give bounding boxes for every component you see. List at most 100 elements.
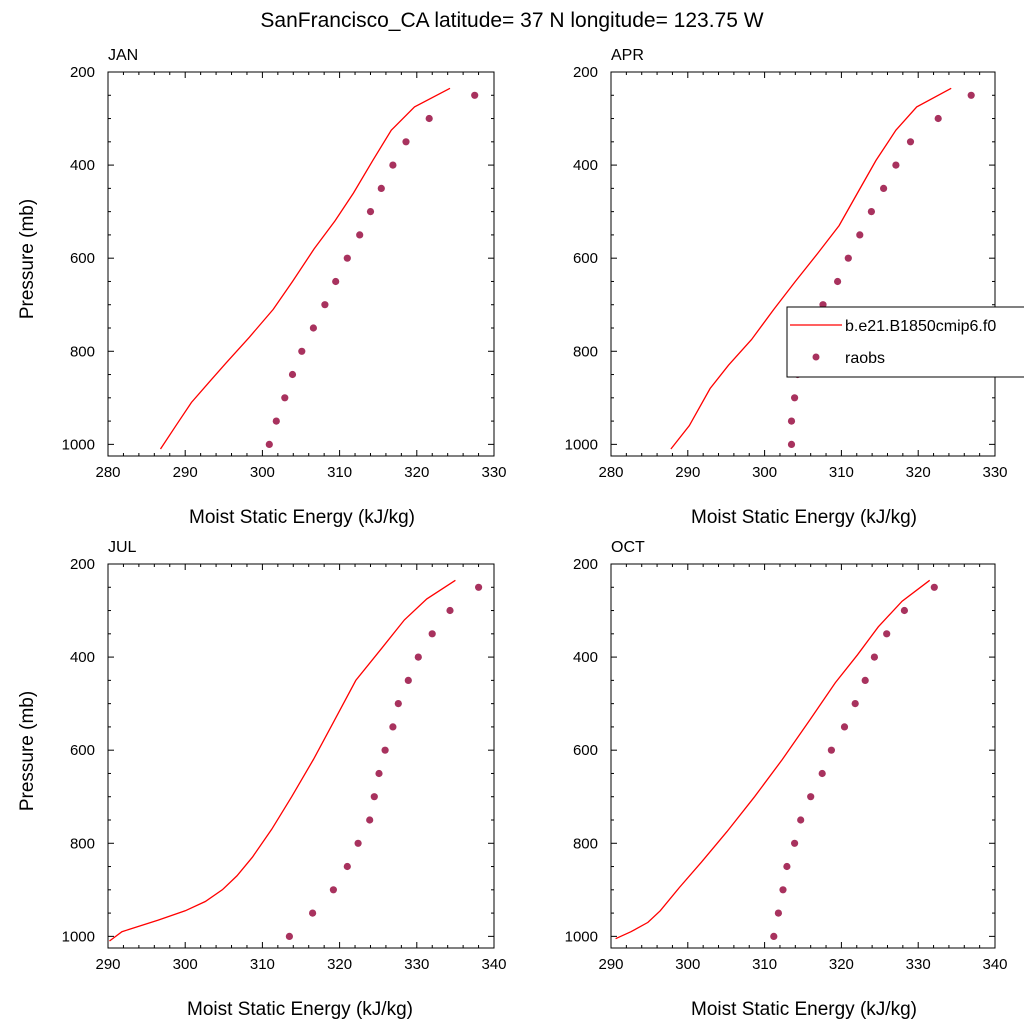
raobs-point	[309, 909, 317, 917]
x-tick-label: 290	[675, 464, 700, 481]
model-profile-line	[670, 87, 952, 450]
raobs-point	[883, 630, 891, 638]
raobs-point	[389, 161, 397, 169]
model-profile-line	[109, 579, 456, 942]
raobs-point	[370, 793, 378, 801]
raobs-point	[288, 370, 297, 379]
raobs-point	[471, 91, 479, 99]
raobs-point	[366, 208, 375, 216]
panel-jul: JUL Pressure (mb) Moist Static Energy (k…	[17, 539, 507, 1020]
x-tick-label: 300	[173, 956, 198, 973]
model-profile-line	[615, 579, 931, 940]
plot-frame	[107, 71, 495, 457]
panel-apr: APR Moist Static Energy (kJ/kg) 280 290 30…	[565, 47, 1024, 528]
raobs-point	[402, 138, 410, 146]
y-tick-label: 1000	[62, 436, 95, 453]
y-tick-label: 400	[573, 649, 598, 666]
raobs-point	[791, 839, 799, 847]
raobs-point	[892, 161, 900, 169]
raobs-point	[880, 184, 888, 192]
x-tick-label: 310	[829, 464, 854, 481]
x-tick-label: 300	[752, 464, 777, 481]
y-tick-label: 800	[70, 835, 95, 852]
legend-model-label: b.e21.B1850cmip6.f0	[845, 318, 996, 335]
raobs-point	[375, 769, 383, 778]
x-tick-label: 310	[250, 956, 275, 973]
raobs-point	[834, 277, 842, 286]
raobs-point	[870, 653, 879, 661]
raobs-point	[867, 208, 876, 216]
raobs-point	[844, 254, 852, 262]
panel-oct: OCT Moist Static Energy (kJ/kg) 290 300 31…	[565, 539, 1008, 1020]
raobs-point	[404, 676, 412, 685]
panel-jan: JAN Pressure (mb) Moist Static Energy (k…	[17, 47, 507, 528]
x-tick-label: 290	[598, 956, 623, 973]
x-tick-label: 320	[906, 464, 931, 481]
y-tick-label: 1000	[565, 436, 598, 453]
x-tick-label: 330	[982, 464, 1007, 481]
raobs-point	[475, 583, 483, 591]
raobs-point	[797, 816, 805, 824]
raobs-point	[332, 277, 340, 286]
y-tick-label: 400	[70, 157, 95, 174]
raobs-point	[425, 114, 433, 123]
raobs-point	[770, 932, 778, 941]
panel-label: APR	[611, 47, 644, 64]
raobs-point	[930, 583, 938, 591]
raobs-point	[851, 700, 859, 708]
x-tick-label: 340	[481, 956, 506, 973]
raobs-point	[779, 886, 787, 894]
panel-label: OCT	[611, 539, 645, 556]
raobs-point	[265, 440, 273, 448]
y-tick-label: 600	[573, 250, 598, 267]
x-tick-label: 290	[173, 464, 198, 481]
y-tick-label: 200	[70, 64, 95, 81]
raobs-point	[414, 653, 422, 661]
y-tick-label: 200	[573, 556, 598, 573]
raobs-point	[329, 886, 337, 894]
x-tick-label: 290	[95, 956, 120, 973]
raobs-point	[827, 746, 836, 754]
x-tick-label: 320	[327, 956, 352, 973]
x-tick-label: 310	[752, 956, 777, 973]
raobs-point	[381, 746, 389, 754]
raobs-point	[272, 417, 280, 425]
raobs-point	[356, 231, 364, 239]
legend-obs-marker	[812, 353, 820, 361]
raobs-point	[807, 793, 815, 801]
y-tick-label: 600	[573, 742, 598, 759]
y-axis-label: Pressure (mb)	[17, 691, 38, 811]
y-tick-label: 800	[70, 343, 95, 360]
panel-label: JAN	[108, 47, 138, 64]
raobs-point	[394, 700, 402, 708]
raobs-point	[389, 723, 397, 731]
raobs-point	[900, 606, 909, 615]
raobs-point	[818, 769, 826, 778]
plot-frame	[107, 563, 495, 949]
y-tick-label: 600	[70, 742, 95, 759]
raobs-point	[281, 394, 289, 402]
raobs-point	[343, 254, 351, 262]
raobs-point	[354, 839, 362, 847]
x-tick-label: 320	[829, 956, 854, 973]
y-tick-label: 1000	[565, 928, 598, 945]
x-tick-label: 330	[404, 956, 429, 973]
raobs-point	[309, 324, 317, 332]
legend-obs-label: raobs	[845, 350, 885, 367]
x-axis-label: Moist Static Energy (kJ/kg)	[691, 507, 917, 528]
y-tick-label: 1000	[62, 928, 95, 945]
raobs-point	[856, 231, 864, 239]
y-tick-label: 800	[573, 343, 598, 360]
plot-frame	[610, 71, 996, 457]
raobs-point	[861, 676, 869, 685]
raobs-point	[787, 417, 796, 425]
raobs-point	[377, 184, 385, 192]
raobs-point	[366, 816, 374, 824]
x-tick-label: 280	[95, 464, 120, 481]
panel-label: JUL	[108, 539, 137, 556]
raobs-point	[321, 301, 329, 309]
y-tick-label: 600	[70, 250, 95, 267]
x-axis-label: Moist Static Energy (kJ/kg)	[187, 999, 413, 1020]
x-tick-label: 280	[598, 464, 623, 481]
